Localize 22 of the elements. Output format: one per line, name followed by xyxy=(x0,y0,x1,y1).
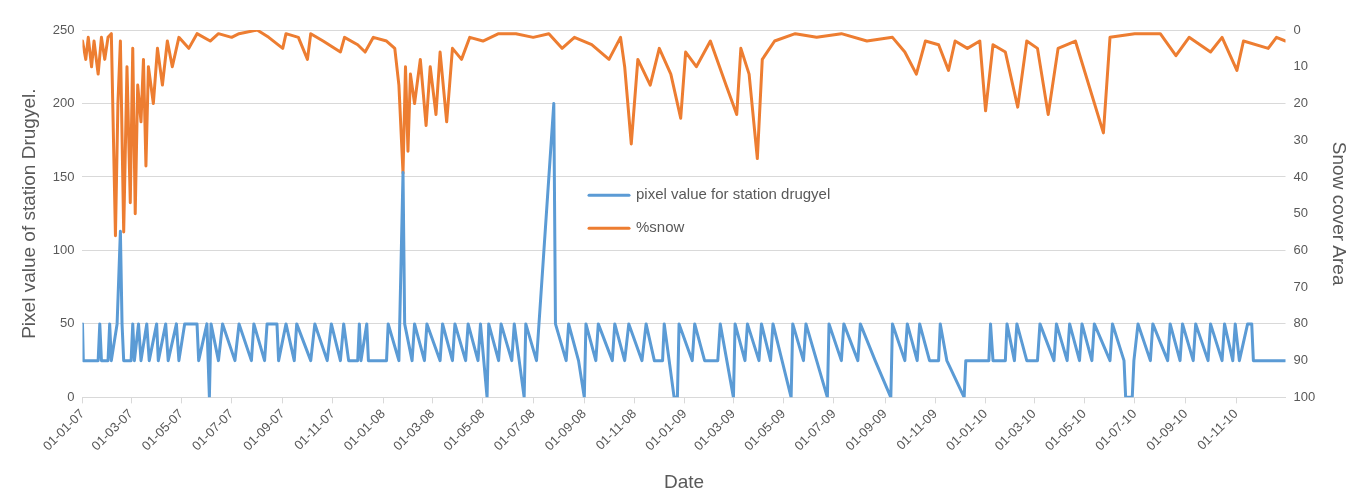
y2-tick-label: 40 xyxy=(1293,168,1308,184)
y2-tick-label: 70 xyxy=(1293,278,1308,294)
y2-tick-label: 30 xyxy=(1293,131,1308,147)
y2-tick-label: 100 xyxy=(1293,388,1316,404)
y-tick-label: 100 xyxy=(52,242,75,257)
legend-label: pixel value for station drugyel xyxy=(636,185,831,203)
y-tick-label: 250 xyxy=(52,21,75,37)
y-tick-label: 0 xyxy=(67,388,75,404)
y2-tick-label: 20 xyxy=(1293,95,1308,111)
y2-tick-label: 50 xyxy=(1293,205,1308,221)
y2-tick-label: 60 xyxy=(1293,242,1308,257)
y-tick-label: 200 xyxy=(52,95,75,111)
y2-tick-label: 80 xyxy=(1293,315,1308,331)
x-axis-title: Date xyxy=(663,470,705,492)
y-tick-label: 150 xyxy=(52,168,75,184)
y2-tick-label: 0 xyxy=(1293,21,1301,37)
legend-label: %snow xyxy=(636,218,685,236)
y-tick-label: 50 xyxy=(60,315,75,331)
y2-tick-label: 10 xyxy=(1293,58,1308,74)
y-axis-title: Pixel value of station Drugyel. xyxy=(17,88,39,339)
y2-axis-title: Snow cover Area xyxy=(1329,141,1351,286)
y2-tick-label: 90 xyxy=(1293,352,1308,368)
